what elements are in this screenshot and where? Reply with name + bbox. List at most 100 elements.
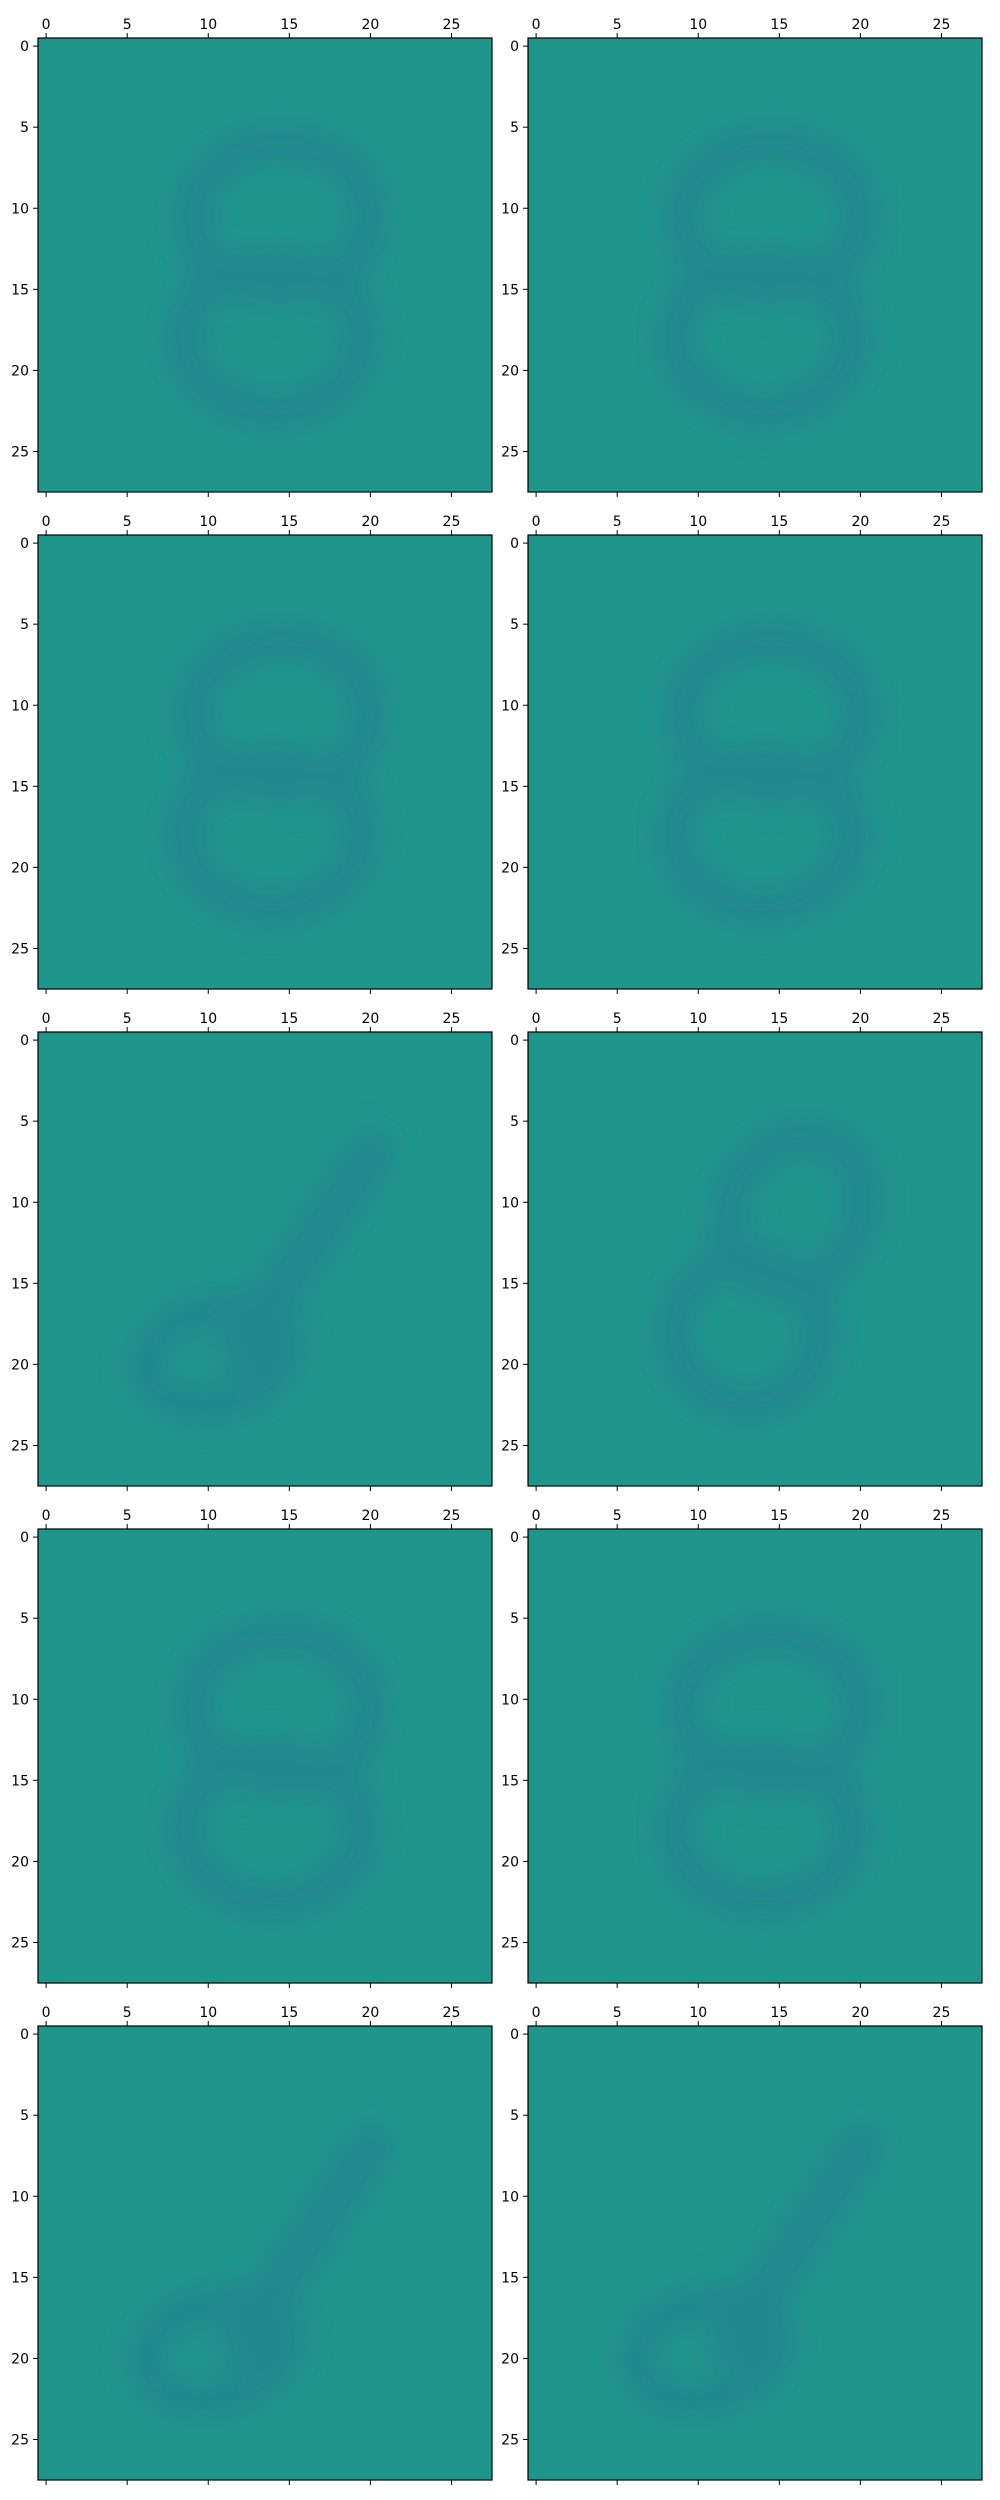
y-tick-label: 15 bbox=[11, 282, 29, 298]
y-tick-label: 20 bbox=[501, 1854, 519, 1870]
y-tick-label: 10 bbox=[501, 1692, 519, 1708]
x-tick-label: 5 bbox=[613, 1508, 622, 1524]
y-tick-label: 15 bbox=[11, 2270, 29, 2286]
x-tick-label: 5 bbox=[123, 2005, 132, 2021]
heatmap-image bbox=[528, 1529, 982, 1983]
y-tick-label: 10 bbox=[501, 698, 519, 714]
x-tick-label: 20 bbox=[361, 2005, 379, 2021]
heatmap-background bbox=[38, 2026, 492, 2480]
x-tick-label: 5 bbox=[613, 17, 622, 33]
x-tick-label: 25 bbox=[443, 1508, 461, 1524]
y-tick-label: 0 bbox=[510, 2027, 519, 2043]
heatmap-image bbox=[38, 535, 492, 989]
y-tick-label: 20 bbox=[501, 2351, 519, 2367]
axes-frame bbox=[527, 37, 983, 493]
y-tick-label: 25 bbox=[501, 2432, 519, 2448]
y-tick-label: 15 bbox=[501, 779, 519, 795]
y-tick-label: 15 bbox=[11, 1773, 29, 1789]
y-tick-label: 25 bbox=[11, 941, 29, 957]
y-tick-label: 25 bbox=[11, 1438, 29, 1454]
y-tick-label: 20 bbox=[11, 2351, 29, 2367]
y-tick-label: 0 bbox=[510, 536, 519, 552]
y-tick-label: 10 bbox=[11, 201, 29, 217]
y-tick-label: 25 bbox=[501, 444, 519, 460]
y-tick-label: 25 bbox=[501, 941, 519, 957]
y-tick-label: 20 bbox=[11, 1854, 29, 1870]
x-tick-label: 20 bbox=[851, 17, 869, 33]
x-tick-label: 20 bbox=[361, 1011, 379, 1027]
x-tick-label: 25 bbox=[933, 17, 951, 33]
y-tick-label: 15 bbox=[501, 282, 519, 298]
heatmap-panel-3: 0 5 10 15 20 25 0 5 10 15 20 25 bbox=[11, 514, 493, 994]
x-tick-label: 20 bbox=[361, 17, 379, 33]
heatmap-blob bbox=[125, 1127, 397, 1427]
x-tick-label: 25 bbox=[933, 514, 951, 530]
y-tick-label: 20 bbox=[11, 860, 29, 876]
y-tick-label: 0 bbox=[20, 2027, 29, 2043]
y-tick-label: 15 bbox=[501, 1773, 519, 1789]
y-tick-label: 0 bbox=[510, 39, 519, 55]
y-tick-label: 20 bbox=[501, 860, 519, 876]
heatmap-blob bbox=[162, 619, 392, 930]
y-tick-label: 25 bbox=[11, 2432, 29, 2448]
heatmap-blob bbox=[652, 619, 882, 930]
heatmap-panel-1: 0 5 10 15 20 25 0 5 10 15 20 25 bbox=[11, 17, 493, 497]
x-tick-label: 20 bbox=[851, 1011, 869, 1027]
x-tick-label: 5 bbox=[123, 514, 132, 530]
heatmap-image bbox=[528, 2026, 982, 2480]
y-tick-label: 0 bbox=[20, 536, 29, 552]
heatmap-image bbox=[528, 535, 982, 989]
y-tick-label: 25 bbox=[11, 1935, 29, 1951]
heatmap-image bbox=[528, 38, 982, 492]
x-tick-label: 10 bbox=[199, 514, 217, 530]
heatmap-background bbox=[38, 1032, 492, 1486]
y-tick-label: 25 bbox=[501, 1438, 519, 1454]
axes-frame bbox=[527, 1031, 983, 1487]
axes-frame bbox=[37, 1528, 493, 1984]
heatmap-image bbox=[38, 1529, 492, 1983]
y-tick-label: 5 bbox=[510, 1114, 519, 1130]
x-tick-label: 0 bbox=[42, 2005, 51, 2021]
x-tick-label: 10 bbox=[199, 17, 217, 33]
x-tick-label: 15 bbox=[770, 17, 788, 33]
heatmap-blob bbox=[162, 122, 392, 433]
x-tick-label: 15 bbox=[280, 514, 298, 530]
y-tick-label: 5 bbox=[20, 1114, 29, 1130]
heatmap-blob bbox=[162, 1613, 392, 1924]
x-tick-label: 15 bbox=[770, 514, 788, 530]
x-tick-label: 5 bbox=[123, 1011, 132, 1027]
y-tick-label: 25 bbox=[501, 1935, 519, 1951]
x-tick-label: 5 bbox=[613, 1011, 622, 1027]
y-tick-label: 0 bbox=[510, 1033, 519, 1049]
y-tick-label: 5 bbox=[20, 1611, 29, 1627]
heatmap-image bbox=[38, 38, 492, 492]
axes-frame bbox=[37, 534, 493, 990]
x-tick-label: 0 bbox=[42, 1011, 51, 1027]
x-tick-label: 10 bbox=[689, 514, 707, 530]
x-tick-label: 5 bbox=[613, 514, 622, 530]
x-tick-label: 25 bbox=[933, 1011, 951, 1027]
heatmap-panel-4: 0 5 10 15 20 25 0 5 10 15 20 25 bbox=[501, 514, 983, 994]
y-tick-label: 20 bbox=[501, 1357, 519, 1373]
x-tick-label: 10 bbox=[689, 1508, 707, 1524]
y-tick-label: 10 bbox=[11, 698, 29, 714]
axes-frame bbox=[527, 534, 983, 990]
y-tick-label: 0 bbox=[20, 39, 29, 55]
x-tick-label: 25 bbox=[443, 1011, 461, 1027]
axes-frame bbox=[527, 2025, 983, 2481]
y-tick-label: 10 bbox=[11, 1195, 29, 1211]
y-tick-label: 20 bbox=[11, 363, 29, 379]
heatmap-panel-9: 0 5 10 15 20 25 0 5 10 15 20 25 bbox=[11, 2005, 493, 2485]
y-tick-label: 10 bbox=[11, 1692, 29, 1708]
x-tick-label: 10 bbox=[689, 2005, 707, 2021]
heatmap-blob bbox=[125, 2121, 397, 2421]
heatmap-background bbox=[528, 2026, 982, 2480]
heatmap-panel-10: 0 5 10 15 20 25 0 5 10 15 20 25 bbox=[501, 2005, 983, 2485]
x-tick-label: 10 bbox=[689, 17, 707, 33]
y-tick-label: 5 bbox=[20, 2108, 29, 2124]
x-tick-label: 0 bbox=[42, 17, 51, 33]
x-tick-label: 10 bbox=[199, 2005, 217, 2021]
x-tick-label: 15 bbox=[770, 2005, 788, 2021]
heatmap-panel-8: 0 5 10 15 20 25 0 5 10 15 20 25 bbox=[501, 1508, 983, 1988]
